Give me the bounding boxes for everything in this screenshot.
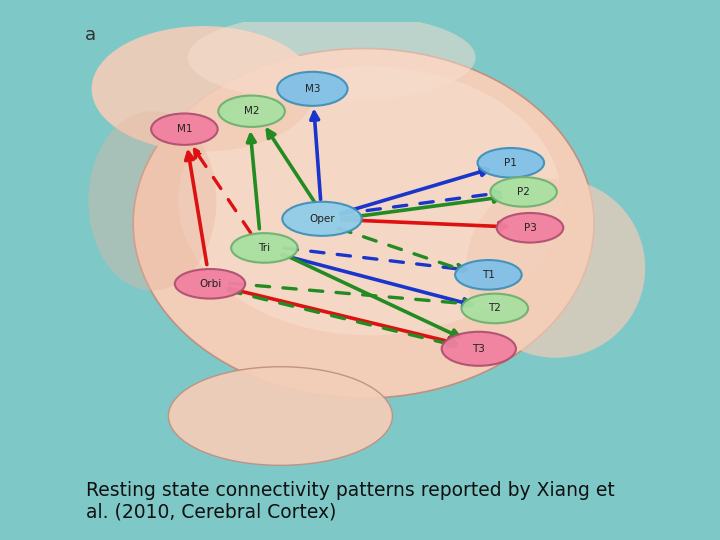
Text: Oper: Oper	[309, 214, 335, 224]
Text: T3: T3	[472, 344, 485, 354]
Text: Resting state connectivity patterns reported by Xiang et
al. (2010, Cerebral Cor: Resting state connectivity patterns repo…	[86, 481, 615, 522]
Ellipse shape	[455, 260, 522, 289]
Ellipse shape	[89, 111, 217, 291]
Ellipse shape	[175, 269, 246, 299]
Text: Tri: Tri	[258, 243, 271, 253]
Ellipse shape	[178, 66, 562, 335]
Text: T1: T1	[482, 270, 495, 280]
Text: M3: M3	[305, 84, 320, 94]
Ellipse shape	[133, 49, 594, 398]
Ellipse shape	[462, 294, 528, 323]
Ellipse shape	[188, 12, 476, 102]
Ellipse shape	[466, 178, 645, 357]
Text: a: a	[85, 25, 96, 44]
Ellipse shape	[441, 332, 516, 366]
Ellipse shape	[91, 26, 315, 152]
Text: T2: T2	[488, 303, 501, 313]
Ellipse shape	[218, 96, 285, 127]
Text: M1: M1	[176, 124, 192, 134]
Ellipse shape	[477, 148, 544, 178]
Ellipse shape	[151, 113, 217, 145]
Text: P1: P1	[505, 158, 517, 168]
Ellipse shape	[168, 367, 392, 465]
Text: M2: M2	[244, 106, 259, 116]
Ellipse shape	[277, 72, 348, 106]
Ellipse shape	[490, 177, 557, 207]
Ellipse shape	[497, 213, 563, 242]
Ellipse shape	[282, 202, 361, 236]
Ellipse shape	[231, 233, 297, 263]
Text: Orbi: Orbi	[199, 279, 221, 289]
Text: P3: P3	[523, 223, 536, 233]
Text: P2: P2	[517, 187, 530, 197]
